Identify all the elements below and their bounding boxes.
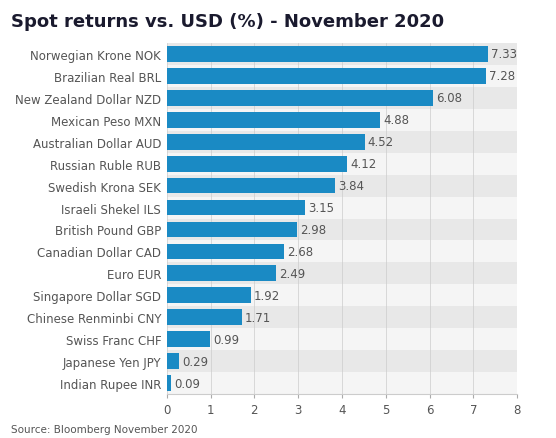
- Text: 7.28: 7.28: [489, 70, 515, 83]
- Text: 3.15: 3.15: [308, 201, 334, 215]
- Bar: [167, 197, 517, 219]
- Bar: [167, 178, 335, 194]
- Bar: [167, 91, 433, 106]
- Text: 0.99: 0.99: [213, 333, 239, 346]
- Text: 0.09: 0.09: [174, 377, 200, 390]
- Text: Source: Bloomberg November 2020: Source: Bloomberg November 2020: [11, 424, 197, 434]
- Bar: [167, 332, 210, 347]
- Text: 3.84: 3.84: [338, 180, 364, 193]
- Bar: [167, 156, 347, 172]
- Bar: [167, 328, 517, 350]
- Bar: [167, 44, 517, 66]
- Bar: [167, 350, 517, 372]
- Text: 4.12: 4.12: [350, 158, 376, 171]
- Bar: [167, 66, 517, 88]
- Bar: [167, 353, 180, 369]
- Bar: [167, 285, 517, 307]
- Bar: [167, 113, 380, 128]
- Text: 2.98: 2.98: [300, 223, 326, 237]
- Bar: [167, 222, 297, 238]
- Bar: [167, 241, 517, 263]
- Bar: [167, 307, 517, 328]
- Bar: [167, 310, 242, 325]
- Bar: [167, 153, 517, 175]
- Text: Spot returns vs. USD (%) - November 2020: Spot returns vs. USD (%) - November 2020: [11, 13, 444, 31]
- Text: 2.68: 2.68: [287, 245, 314, 258]
- Bar: [167, 134, 365, 150]
- Text: 6.08: 6.08: [436, 92, 462, 105]
- Bar: [167, 266, 276, 282]
- Bar: [167, 219, 517, 241]
- Bar: [167, 110, 517, 131]
- Text: 1.92: 1.92: [254, 289, 280, 302]
- Bar: [167, 175, 517, 197]
- Bar: [167, 47, 488, 63]
- Bar: [167, 288, 251, 304]
- Bar: [167, 200, 305, 216]
- Bar: [167, 69, 485, 85]
- Bar: [167, 88, 517, 110]
- Text: 4.52: 4.52: [368, 136, 394, 149]
- Bar: [167, 372, 517, 394]
- Bar: [167, 244, 284, 260]
- Text: 0.29: 0.29: [182, 355, 208, 368]
- Text: 1.71: 1.71: [245, 311, 271, 324]
- Bar: [167, 263, 517, 285]
- Text: 2.49: 2.49: [279, 267, 305, 280]
- Bar: [167, 375, 171, 391]
- Bar: [167, 131, 517, 153]
- Text: 4.88: 4.88: [384, 114, 410, 127]
- Text: 7.33: 7.33: [491, 48, 517, 61]
